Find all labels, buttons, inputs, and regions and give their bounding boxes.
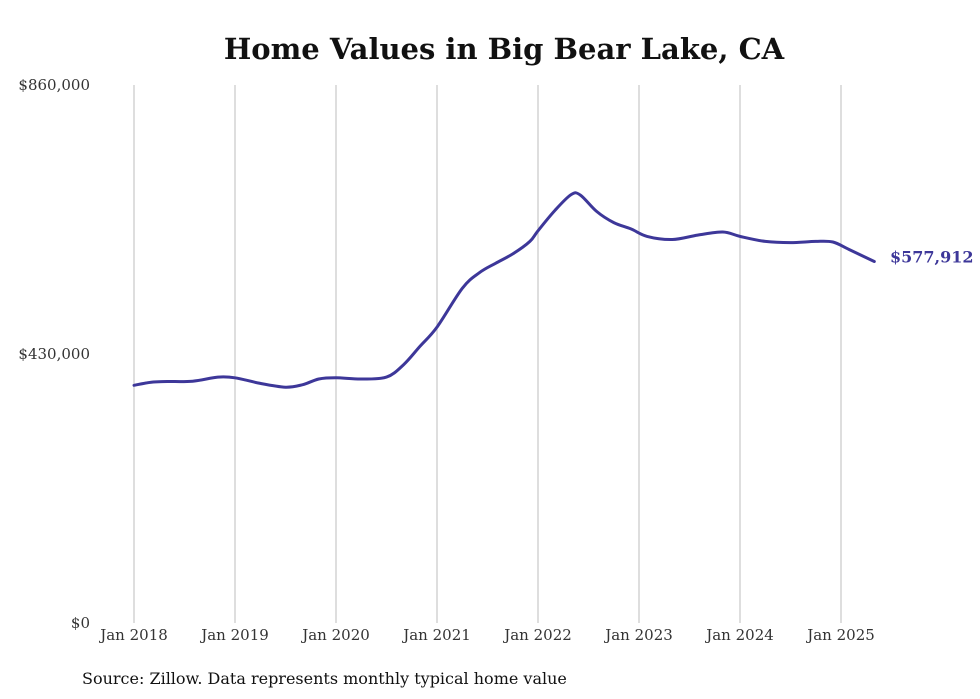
end-value-label: $577,912 [890,248,974,267]
x-tick-label: Jan 2020 [300,626,370,644]
y-axis-ticks: $0 $430,000 $860,000 [18,76,90,632]
y-tick-label: $0 [71,614,90,632]
x-tick-label: Jan 2022 [502,626,572,644]
y-tick-label: $430,000 [18,345,90,363]
series-line [132,191,876,389]
y-tick-label: $860,000 [18,76,90,94]
x-tick-label: Jan 2023 [603,626,673,644]
source-note: Source: Zillow. Data represents monthly … [82,669,567,688]
chart-title: Home Values in Big Bear Lake, CA [224,32,785,66]
grid [133,85,842,623]
x-tick-label: Jan 2019 [199,626,269,644]
x-tick-label: Jan 2025 [805,626,875,644]
x-tick-label: Jan 2024 [704,626,774,644]
x-axis-ticks: Jan 2018 Jan 2019 Jan 2020 Jan 2021 Jan 2022… [98,626,875,644]
x-tick-label: Jan 2021 [401,626,471,644]
x-tick-label: Jan 2018 [98,626,168,644]
